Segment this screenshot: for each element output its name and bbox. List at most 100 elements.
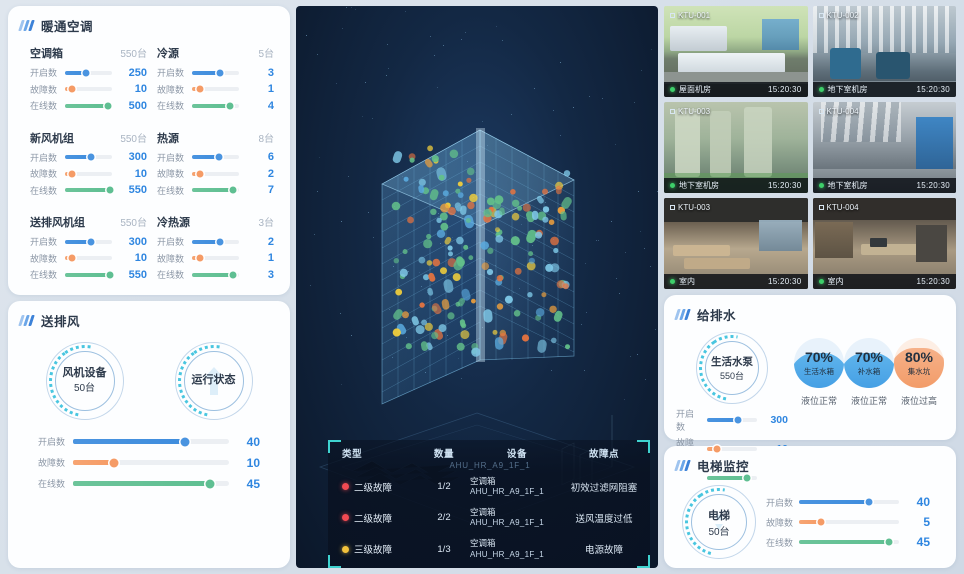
hvac-slider-knob[interactable] — [68, 255, 75, 262]
camera-grid: KTU-001 屋面机房 15:20:30 KTU-002 地下室机房 15:20:30 K… — [664, 6, 956, 289]
elevator-slider-knob[interactable] — [818, 519, 825, 526]
camera-tile[interactable]: KTU-003 地下室机房 15:20:30 — [664, 102, 808, 193]
section-marker-icon — [18, 20, 35, 31]
hvac-slider-track[interactable] — [65, 87, 112, 91]
hvac-slider-knob[interactable] — [87, 238, 94, 245]
hvac-slider-knob[interactable] — [197, 170, 204, 177]
hvac-slider-track[interactable] — [192, 188, 239, 192]
hvac-slider-knob[interactable] — [87, 154, 94, 161]
hvac-slider-track[interactable] — [65, 71, 112, 75]
alarm-fault-point: 初效过滤网阻塞 — [570, 480, 638, 494]
hvac-slider-track[interactable] — [192, 87, 239, 91]
water-slider-knob[interactable] — [714, 446, 721, 453]
elevator-slider-track[interactable] — [799, 500, 899, 504]
hvac-slider-knob[interactable] — [107, 271, 114, 278]
elevator-slider-knob[interactable] — [886, 539, 893, 546]
water-slider-track[interactable] — [707, 476, 757, 480]
water-pump-count: 550台 — [720, 369, 744, 382]
fan-slider-knob[interactable] — [109, 458, 118, 467]
building-3d-scene[interactable]: 类型 数量 设备 故障点 AHU_HR_A9_1F_1 二级故障 1/2 空调箱 AHU_H… — [296, 6, 658, 568]
hvac-slider-knob[interactable] — [216, 154, 223, 161]
elevator-slider-track[interactable] — [799, 540, 899, 544]
hvac-slider-fill — [65, 273, 110, 277]
camera-tile[interactable]: KTU-004 室内 15:20:30 — [813, 198, 957, 289]
hvac-slider-knob[interactable] — [68, 170, 75, 177]
alarm-table[interactable]: 类型 数量 设备 故障点 AHU_HR_A9_1F_1 二级故障 1/2 空调箱 AHU_H… — [328, 440, 650, 568]
hvac-slider-value: 250 — [117, 67, 147, 79]
hvac-slider-track[interactable] — [192, 256, 239, 260]
fan-slider-knob[interactable] — [206, 479, 215, 488]
elevator-ring[interactable]: 电梯 50台 — [682, 485, 756, 559]
hvac-slider-row: 故障数 10 — [30, 167, 147, 180]
hvac-slider-row: 开启数 6 — [157, 151, 274, 164]
hvac-slider-track[interactable] — [65, 104, 112, 108]
alarm-row[interactable]: 二级故障 1/2 空调箱 AHU_HR_A9_1F_1 初效过滤网阻塞 — [342, 471, 638, 502]
camera-badge-icon — [670, 205, 675, 210]
camera-badge-icon — [670, 109, 675, 114]
hvac-slider-track[interactable] — [65, 256, 112, 260]
elevator-slider-track[interactable] — [799, 520, 899, 524]
hvac-slider-track[interactable] — [192, 155, 239, 159]
ventilation-sliders: 开启数 40 故障数 10 在线数 45 — [20, 424, 278, 500]
hvac-slider-value: 10 — [117, 83, 147, 95]
water-pump-ring[interactable]: 生活水泵 550台 — [696, 332, 768, 404]
hvac-slider-value: 300 — [117, 151, 147, 163]
hvac-group: 送排风机组 550台 开启数 300 故障数 10 在线数 550 — [30, 214, 147, 285]
hvac-slider-knob[interactable] — [107, 187, 114, 194]
water-gauge[interactable]: 80% 集水坑 液位过高 — [894, 338, 944, 407]
center-column: 类型 数量 设备 故障点 AHU_HR_A9_1F_1 二级故障 1/2 空调箱 AHU_H… — [296, 6, 658, 568]
hvac-slider-knob[interactable] — [83, 69, 90, 76]
hvac-slider-value: 550 — [117, 184, 147, 196]
hvac-slider-knob[interactable] — [217, 69, 224, 76]
water-slider-knob[interactable] — [735, 417, 742, 424]
camera-id: KTU-003 — [670, 107, 710, 116]
elevator-slider-knob[interactable] — [866, 499, 873, 506]
hvac-slider-track[interactable] — [65, 240, 112, 244]
hvac-slider-knob[interactable] — [230, 187, 237, 194]
hvac-slider-track[interactable] — [65, 188, 112, 192]
hvac-slider-track[interactable] — [65, 155, 112, 159]
hvac-slider-track[interactable] — [192, 273, 239, 277]
fan-slider-knob[interactable] — [181, 437, 190, 446]
hvac-slider-track[interactable] — [192, 240, 239, 244]
water-slider-knob[interactable] — [744, 475, 751, 482]
hvac-slider-track[interactable] — [192, 104, 239, 108]
camera-location: 室内 — [819, 276, 844, 287]
hvac-slider-knob[interactable] — [230, 271, 237, 278]
fan-slider-row: 在线数 45 — [38, 477, 260, 491]
hvac-group-name: 空调箱 — [30, 45, 63, 61]
hvac-slider-knob[interactable] — [217, 238, 224, 245]
camera-id: KTU-001 — [670, 11, 710, 20]
fan-slider-track[interactable] — [73, 460, 229, 465]
fan-slider-track[interactable] — [73, 481, 229, 486]
hvac-slider-track[interactable] — [65, 273, 112, 277]
camera-tile[interactable]: KTU-004 地下室机房 15:20:30 — [813, 102, 957, 193]
alarm-row[interactable]: 三级故障 1/3 空调箱 AHU_HR_A9_1F_1 电源故障 — [342, 534, 638, 565]
hvac-slider-knob[interactable] — [68, 86, 75, 93]
water-slider-track[interactable] — [707, 447, 757, 451]
camera-tile[interactable]: KTU-003 室内 15:20:30 — [664, 198, 808, 289]
hvac-slider-fill — [65, 104, 108, 108]
hvac-slider-track[interactable] — [192, 71, 239, 75]
camera-status-bar: 屋面机房 15:20:30 — [664, 82, 808, 97]
fan-device-ring[interactable]: 风机设备 50台 — [46, 342, 124, 420]
hvac-group-header: 新风机组 550台 — [30, 130, 147, 146]
water-gauge[interactable]: 70% 补水箱 液位正常 — [844, 338, 894, 407]
elevator-slider-label: 故障数 — [766, 516, 794, 529]
water-gauge[interactable]: 70% 生活水箱 液位正常 — [794, 338, 844, 407]
camera-id: KTU-002 — [819, 11, 859, 20]
hvac-slider-knob[interactable] — [196, 255, 203, 262]
hvac-slider-track[interactable] — [65, 172, 112, 176]
camera-tile[interactable]: KTU-002 地下室机房 15:20:30 — [813, 6, 957, 97]
hvac-slider-knob[interactable] — [196, 86, 203, 93]
fan-slider-track[interactable] — [73, 439, 229, 444]
hvac-slider-knob[interactable] — [104, 102, 111, 109]
water-gauge-name: 生活水箱 — [804, 366, 834, 377]
alarm-row[interactable]: 二级故障 2/2 空调箱 AHU_HR_A9_1F_1 送风温度过低 — [342, 502, 638, 533]
camera-tile[interactable]: KTU-001 屋面机房 15:20:30 — [664, 6, 808, 97]
ring-inner-circle: 电梯 50台 — [691, 494, 747, 550]
hvac-slider-knob[interactable] — [226, 102, 233, 109]
water-slider-track[interactable] — [707, 418, 757, 422]
hvac-slider-track[interactable] — [192, 172, 239, 176]
fan-status-ring[interactable]: 运行状态 — [175, 342, 253, 420]
